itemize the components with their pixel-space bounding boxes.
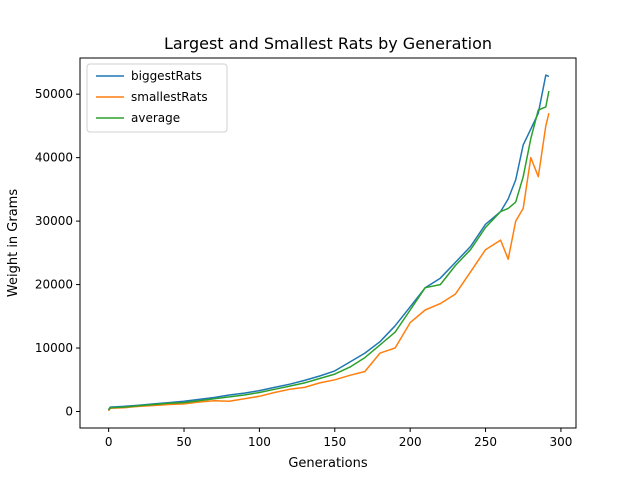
series-layer [107,74,550,412]
legend-entries: biggestRats smallestRats average [96,69,208,125]
x-tick-label: 0 [105,435,113,449]
series-line-average [107,90,550,411]
x-axis-label: Generations [288,456,368,471]
y-axis-ticks: 0 10000 20000 30000 40000 50000 [35,87,80,418]
y-tick-label: 20000 [35,278,73,292]
legend-label-average: average [131,111,180,125]
x-tick-label: 300 [549,435,572,449]
series-line-smallestRats [107,113,550,412]
plot-area [79,57,577,429]
x-tick-label: 250 [474,435,497,449]
y-tick-label: 50000 [35,87,73,101]
y-tick-label: 40000 [35,151,73,165]
series-line-biggestRats [107,74,550,411]
y-tick-label: 0 [65,404,73,418]
legend-label-biggestRats: biggestRats [131,69,202,83]
x-tick-label: 50 [176,435,191,449]
legend: biggestRats smallestRats average [86,63,228,133]
legend-label-smallestRats: smallestRats [131,90,208,104]
x-axis-ticks: 0 50 100 150 200 250 300 [105,428,572,449]
x-tick-label: 150 [323,435,346,449]
legend-box [86,63,228,133]
y-tick-label: 30000 [35,214,73,228]
axes-frame [79,57,577,429]
x-tick-label: 200 [399,435,422,449]
chart-title: Largest and Smallest Rats by Generation [164,34,492,53]
x-tick-label: 100 [248,435,271,449]
y-tick-label: 10000 [35,341,73,355]
y-axis-label: Weight in Grams [6,189,21,297]
